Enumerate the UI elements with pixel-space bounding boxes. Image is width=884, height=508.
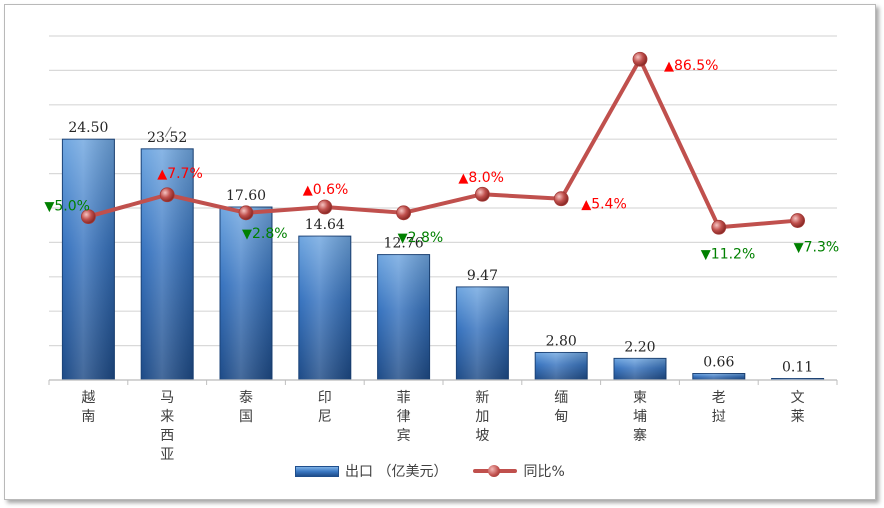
yoy-point-文莱	[790, 213, 805, 228]
yoy-label-up: ▲5.4%	[581, 197, 627, 213]
legend-label-export: 出口 （亿美元）	[345, 464, 448, 480]
yoy-point-印尼	[317, 199, 333, 215]
category-label: 柬埔寨	[633, 390, 647, 444]
yoy-label-up: ▲8.0%	[458, 170, 504, 186]
bar-value-label: 14.64	[305, 217, 345, 233]
yoy-label-down: ▼7.3%	[794, 240, 840, 256]
category-label: 越南	[81, 390, 95, 425]
yoy-point-缅甸	[553, 191, 569, 207]
bar-value-label: 12.76	[384, 236, 424, 252]
data-labels: 24.50 23.52 17.60 14.64 12.76 9.47 2.80 2.20 0.6…	[44, 58, 839, 375]
yoy-label-up: ▲7.7%	[157, 166, 203, 182]
category-label: 老挝	[712, 390, 726, 425]
yoy-point-新加坡	[474, 186, 490, 202]
category-label: 印尼	[318, 390, 332, 425]
bar-value-label: 24.50	[68, 120, 108, 136]
bar-shine-越南	[62, 139, 115, 380]
bar-value-label: 0.66	[703, 355, 734, 371]
category-label: 缅甸	[554, 390, 568, 425]
yoy-point-马来西亚	[159, 187, 175, 203]
yoy-label-down: ▼2.8%	[398, 230, 444, 246]
yoy-point-越南	[81, 209, 96, 225]
bar-shine-文莱	[771, 378, 824, 380]
yoy-point-老挝	[711, 219, 727, 235]
bar-shine-泰国	[220, 207, 272, 380]
category-label: 文莱	[791, 390, 805, 425]
bar-value-label: 17.60	[226, 188, 266, 204]
chart-frame: 越南 马来西亚 泰国 印尼 菲律宾 新加坡 缅甸 柬埔寨 老挝 文莱 24.50 23.52 17.6…	[4, 4, 876, 500]
combo-chart: 越南 马来西亚 泰国 印尼 菲律宾 新加坡 缅甸 柬埔寨 老挝 文莱 24.50 23.52 17.6…	[44, 35, 839, 463]
legend: 出口 （亿美元） 同比%	[295, 461, 565, 481]
legend-item-export: 出口 （亿美元）	[295, 461, 447, 481]
bar-shine-新加坡	[456, 286, 509, 380]
bar-shine-马来西亚	[141, 148, 194, 380]
bar-value-label: 2.80	[546, 333, 577, 349]
yoy-label-up: ▲86.5%	[664, 58, 718, 74]
bar-value-label: 23.52	[147, 130, 187, 146]
yoy-label-up: ▲0.6%	[303, 182, 349, 198]
bar-series	[61, 138, 825, 381]
yoy-line	[86, 57, 800, 230]
category-label: 马来西亚	[160, 390, 174, 463]
yoy-label-down: ▼11.2%	[701, 246, 755, 262]
legend-item-yoy: 同比%	[473, 461, 565, 481]
bar-shine-菲律宾	[377, 254, 430, 380]
legend-bar-swatch	[295, 465, 339, 477]
yoy-point-柬埔寨	[632, 51, 648, 67]
bar-shine-印尼	[298, 236, 351, 380]
bar-shine-柬埔寨	[614, 358, 666, 380]
category-label: 新加坡	[475, 390, 489, 444]
legend-label-yoy: 同比%	[523, 464, 565, 480]
category-label: 泰国	[239, 390, 253, 425]
yoy-point-菲律宾	[396, 205, 412, 221]
bar-shine-老挝	[692, 373, 745, 380]
leader-line	[164, 126, 172, 138]
line-series	[81, 51, 805, 235]
bar-shine-缅甸	[535, 352, 588, 380]
bar-value-label: 0.11	[782, 360, 813, 376]
legend-line-swatch	[473, 465, 518, 477]
yoy-label-down: ▼2.8%	[242, 226, 288, 242]
yoy-point-泰国	[238, 205, 254, 221]
x-axis: 越南 马来西亚 泰国 印尼 菲律宾 新加坡 缅甸 柬埔寨 老挝 文莱	[48, 379, 838, 463]
bar-value-label: 9.47	[467, 268, 498, 284]
yoy-label-down: ▼5.0%	[44, 199, 90, 215]
category-label: 菲律宾	[397, 390, 411, 444]
bar-value-label: 2.20	[624, 339, 655, 355]
